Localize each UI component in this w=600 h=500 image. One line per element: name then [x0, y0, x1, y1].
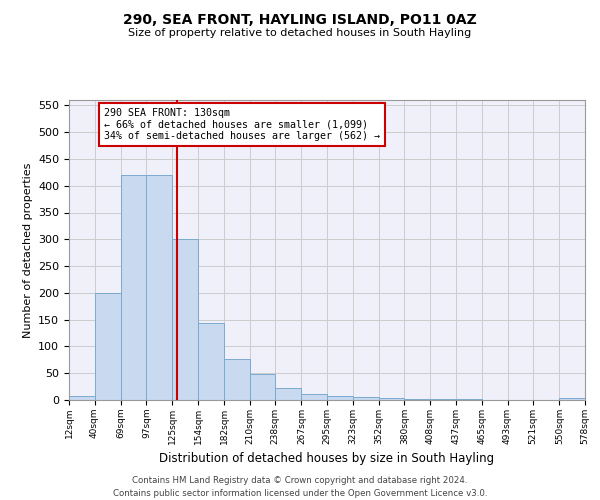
- Bar: [275, 388, 301, 400]
- Bar: [69, 396, 95, 400]
- Bar: [146, 175, 172, 400]
- X-axis label: Distribution of detached houses by size in South Hayling: Distribution of detached houses by size …: [160, 452, 494, 466]
- Text: 290, SEA FRONT, HAYLING ISLAND, PO11 0AZ: 290, SEA FRONT, HAYLING ISLAND, PO11 0AZ: [123, 12, 477, 26]
- Y-axis label: Number of detached properties: Number of detached properties: [23, 162, 32, 338]
- Bar: [121, 175, 146, 400]
- Bar: [172, 240, 199, 400]
- Bar: [301, 394, 327, 400]
- Bar: [199, 324, 224, 400]
- Bar: [379, 398, 404, 400]
- Bar: [250, 374, 275, 400]
- Text: Contains HM Land Registry data © Crown copyright and database right 2024.
Contai: Contains HM Land Registry data © Crown c…: [113, 476, 487, 498]
- Bar: [559, 398, 585, 400]
- Bar: [353, 397, 379, 400]
- Bar: [95, 293, 121, 400]
- Text: 290 SEA FRONT: 130sqm
← 66% of detached houses are smaller (1,099)
34% of semi-d: 290 SEA FRONT: 130sqm ← 66% of detached …: [104, 108, 380, 141]
- Bar: [224, 359, 250, 400]
- Text: Size of property relative to detached houses in South Hayling: Size of property relative to detached ho…: [128, 28, 472, 38]
- Bar: [327, 396, 353, 400]
